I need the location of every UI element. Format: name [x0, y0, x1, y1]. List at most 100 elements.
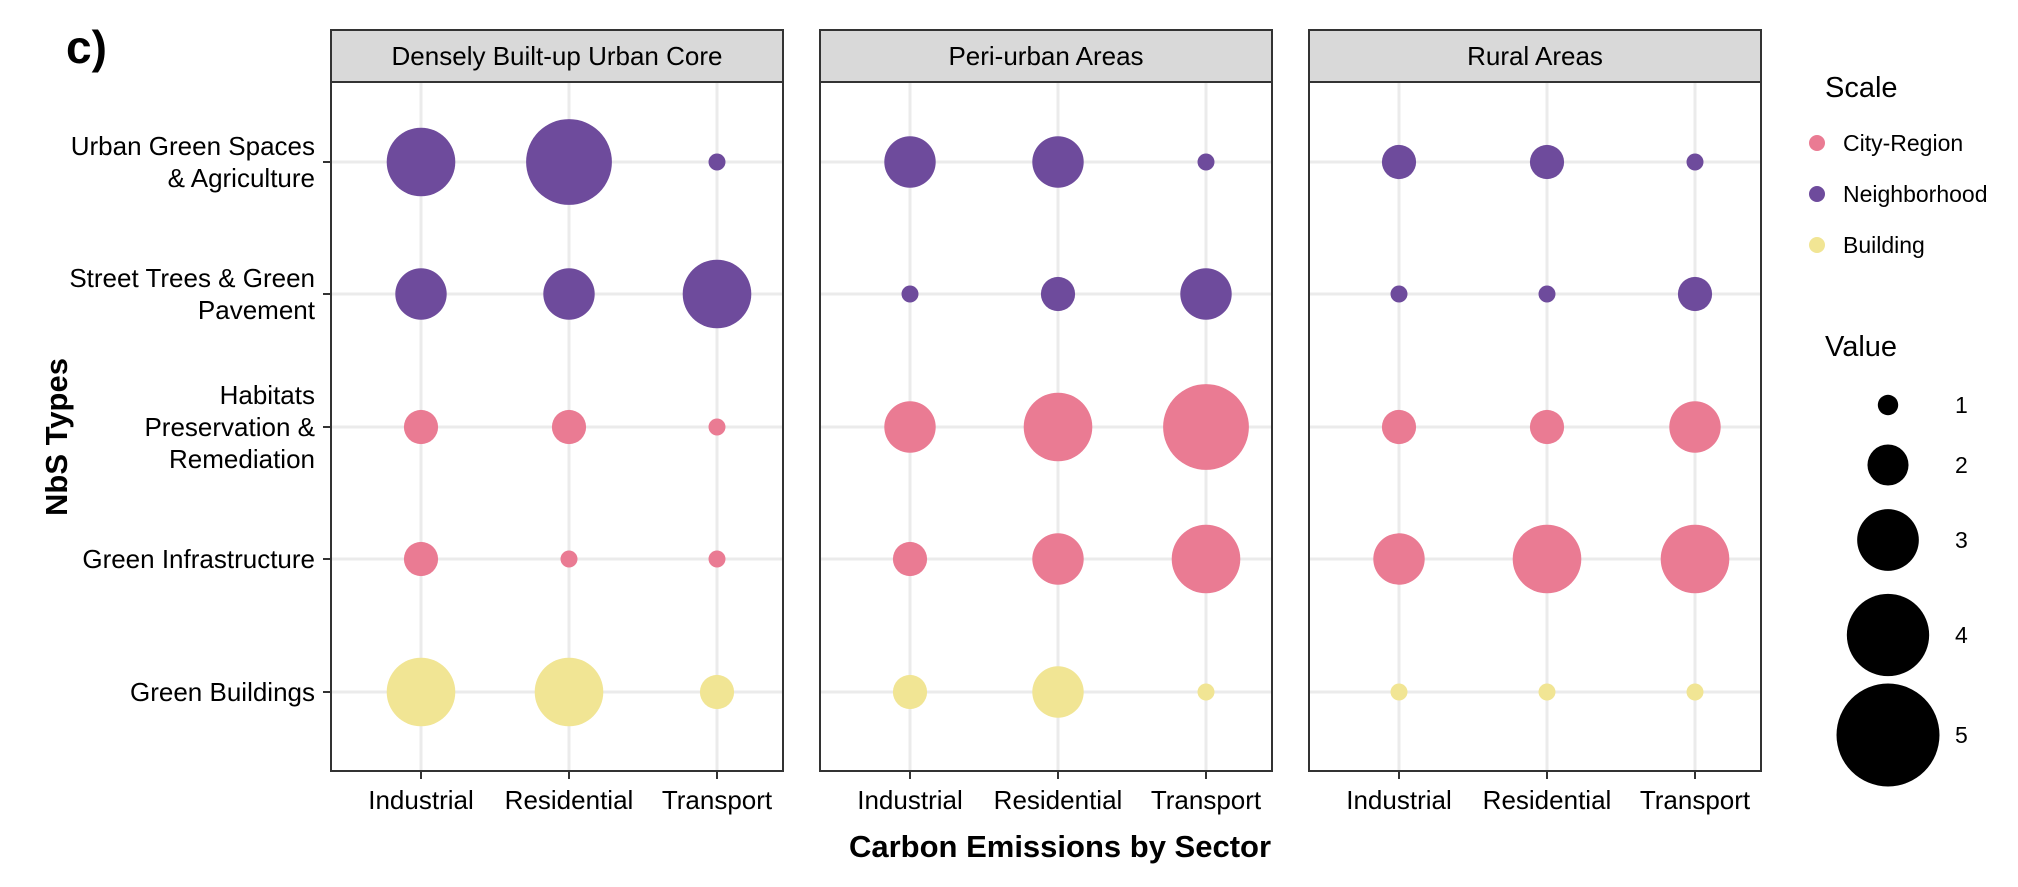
bubble-2-1-3: [1197, 153, 1215, 171]
row-labels: Urban Green Spaces & Agriculture Street Tr…: [69, 131, 331, 707]
bubble-1-5-2: [534, 657, 604, 727]
x-tick-label: Transport: [662, 785, 773, 815]
bubble-2-3-3: [1163, 384, 1249, 470]
y-tick-label-line: Green Buildings: [130, 677, 315, 707]
x-tick-label: Transport: [1640, 785, 1751, 815]
facet-panel-1: Densely Built-up Urban Core Industrial Res…: [330, 29, 784, 815]
y-tick-label: Green Buildings: [130, 677, 315, 707]
y-tick-label-line: Street Trees & Green: [69, 263, 315, 293]
x-tick-label: Residential: [1483, 785, 1612, 815]
y-tick-label-line: Remediation: [169, 444, 315, 474]
bubble-2-5-1: [892, 674, 928, 710]
bubble-3-3-3: [1669, 401, 1721, 453]
legend-value-label: 2: [1955, 452, 1968, 478]
x-tick-label: Industrial: [1346, 785, 1452, 815]
legend-value-label: 4: [1955, 622, 1968, 648]
legend-value-label: 5: [1955, 722, 1968, 748]
x-tick-label: Residential: [505, 785, 634, 815]
y-axis-title: NbS Types: [39, 358, 74, 516]
legend-value-key: [1836, 683, 1940, 787]
bubble-2-1-1: [884, 136, 936, 188]
bubble-3-2-2: [1538, 285, 1556, 303]
y-tick-label: Street Trees & Green Pavement: [69, 263, 315, 325]
legend-scale-key: [1809, 186, 1825, 202]
panel-title: Peri-urban Areas: [948, 41, 1143, 71]
bubble-2-3-1: [884, 401, 936, 453]
bubble-1-1-3: [708, 153, 726, 171]
bubble-1-2-2: [543, 268, 595, 320]
legend-value-key: [1877, 394, 1899, 416]
legend-scale-title: Scale: [1825, 72, 1898, 104]
bubble-3-4-1: [1373, 533, 1425, 585]
bubble-2-4-2: [1032, 533, 1084, 585]
y-tick-label: Habitats Preservation & Remediation: [144, 380, 315, 474]
bubble-3-2-1: [1390, 285, 1408, 303]
bubble-3-5-2: [1538, 683, 1556, 701]
bubble-3-2-3: [1677, 276, 1713, 312]
bubble-1-1-2: [526, 119, 612, 205]
bubble-1-1-1: [386, 127, 456, 197]
bubble-2-4-3: [1171, 524, 1241, 594]
panel-strip: [330, 29, 784, 83]
bubble-2-2-1: [901, 285, 919, 303]
legend-value-key: [1857, 509, 1919, 571]
facet-panel-2: Peri-urban Areas Industrial Residential Tra…: [819, 29, 1273, 815]
facet-panels: Densely Built-up Urban Core Industrial Res…: [330, 29, 1762, 815]
x-tick-label: Transport: [1151, 785, 1262, 815]
y-tick-label-line: Green Infrastructure: [82, 544, 315, 574]
bubble-1-3-1: [403, 409, 439, 445]
y-tick-label-line: & Agriculture: [168, 163, 315, 193]
bubble-1-5-1: [386, 657, 456, 727]
panel-strip: [819, 29, 1273, 83]
x-tick-label: Industrial: [368, 785, 474, 815]
panel-strip: [1308, 29, 1762, 83]
legend-scale-label: City-Region: [1843, 130, 1963, 156]
bubble-2-1-2: [1032, 136, 1084, 188]
legend-value-key: [1846, 593, 1930, 677]
bubble-2-4-1: [892, 541, 928, 577]
bubble-3-3-1: [1381, 409, 1417, 445]
y-tick-label-line: Habitats: [220, 380, 315, 410]
bubble-2-2-3: [1180, 268, 1232, 320]
bubble-1-3-2: [551, 409, 587, 445]
legend-scale-key: [1809, 237, 1825, 253]
bubble-2-5-3: [1197, 683, 1215, 701]
bubble-1-2-1: [395, 268, 447, 320]
legend-value-title: Value: [1825, 331, 1897, 363]
panel-title: Rural Areas: [1467, 41, 1603, 71]
x-tick-label: Residential: [994, 785, 1123, 815]
bubble-3-1-1: [1381, 144, 1417, 180]
y-tick-label: Urban Green Spaces & Agriculture: [71, 131, 315, 193]
legend: Scale City-Region Neighborhood Building Valu…: [1809, 72, 1988, 787]
bubble-3-5-3: [1686, 683, 1704, 701]
facet-panel-3: Rural Areas Industrial Residential Transpor…: [1308, 29, 1762, 815]
legend-scale-label: Neighborhood: [1843, 181, 1988, 207]
bubble-1-4-2: [560, 550, 578, 568]
bubble-2-3-2: [1023, 392, 1093, 462]
bubble-3-4-3: [1660, 524, 1730, 594]
x-axis-title: Carbon Emissions by Sector: [849, 829, 1271, 864]
bubble-3-4-2: [1512, 524, 1582, 594]
y-tick-label: Green Infrastructure: [82, 544, 315, 574]
bubble-1-3-3: [708, 418, 726, 436]
bubble-3-1-2: [1529, 144, 1565, 180]
bubble-2-5-2: [1032, 666, 1084, 718]
legend-value-label: 3: [1955, 527, 1968, 553]
y-tick-label-line: Urban Green Spaces: [71, 131, 315, 161]
panel-tag: c): [66, 21, 107, 73]
panel-title: Densely Built-up Urban Core: [392, 41, 723, 71]
bubble-3-5-1: [1390, 683, 1408, 701]
bubble-1-4-3: [708, 550, 726, 568]
legend-scale-label: Building: [1843, 232, 1925, 258]
bubble-1-2-3: [682, 259, 752, 329]
y-tick-label-line: Pavement: [198, 295, 316, 325]
y-tick-label-line: Preservation &: [144, 412, 315, 442]
bubble-1-5-3: [699, 674, 735, 710]
bubble-1-4-1: [403, 541, 439, 577]
legend-value-label: 1: [1955, 392, 1968, 418]
bubble-3-1-3: [1686, 153, 1704, 171]
bubble-2-2-2: [1040, 276, 1076, 312]
legend-scale-key: [1809, 135, 1825, 151]
legend-value-key: [1867, 444, 1909, 486]
